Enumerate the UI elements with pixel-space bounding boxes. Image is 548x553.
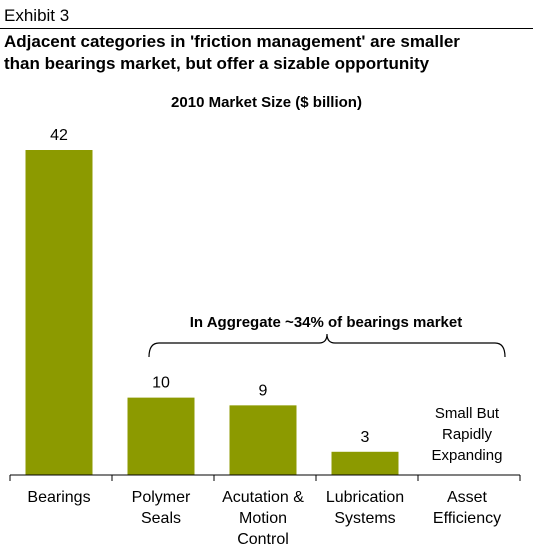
data-label-0: 42 xyxy=(50,127,68,144)
category-label-2-2: Control xyxy=(237,531,289,548)
bar-0 xyxy=(25,150,93,475)
asset-note-1: Rapidly xyxy=(442,426,493,443)
chart-title: 2010 Market Size ($ billion) xyxy=(171,94,362,111)
bar-2 xyxy=(229,405,297,475)
data-label-3: 3 xyxy=(361,429,370,446)
data-label-2: 9 xyxy=(259,382,268,399)
top-rule xyxy=(0,28,533,29)
category-label-3-0: Lubrication xyxy=(326,489,404,506)
category-label-4-1: Efficiency xyxy=(433,510,501,527)
asset-note-0: Small But xyxy=(435,405,500,422)
data-label-1: 10 xyxy=(152,375,170,392)
exhibit-label: Exhibit 3 xyxy=(4,6,70,25)
title-line-1: Adjacent categories in 'friction managem… xyxy=(4,32,460,51)
bracket-label: In Aggregate ~34% of bearings market xyxy=(190,314,462,331)
asset-note-2: Expanding xyxy=(432,447,503,464)
bar-1 xyxy=(127,397,195,475)
category-label-1-1: Seals xyxy=(141,510,181,527)
category-label-4-0: Asset xyxy=(447,489,488,506)
category-label-2-1: Motion xyxy=(239,510,287,527)
title-line-2: than bearings market, but offer a sizabl… xyxy=(4,54,430,73)
category-label-3-1: Systems xyxy=(334,510,395,527)
bar-3 xyxy=(331,451,399,475)
category-label-1-0: Polymer xyxy=(132,489,191,506)
category-label-2-0: Acutation & xyxy=(222,489,304,506)
category-label-0-0: Bearings xyxy=(27,489,90,506)
aggregate-bracket xyxy=(148,333,506,358)
